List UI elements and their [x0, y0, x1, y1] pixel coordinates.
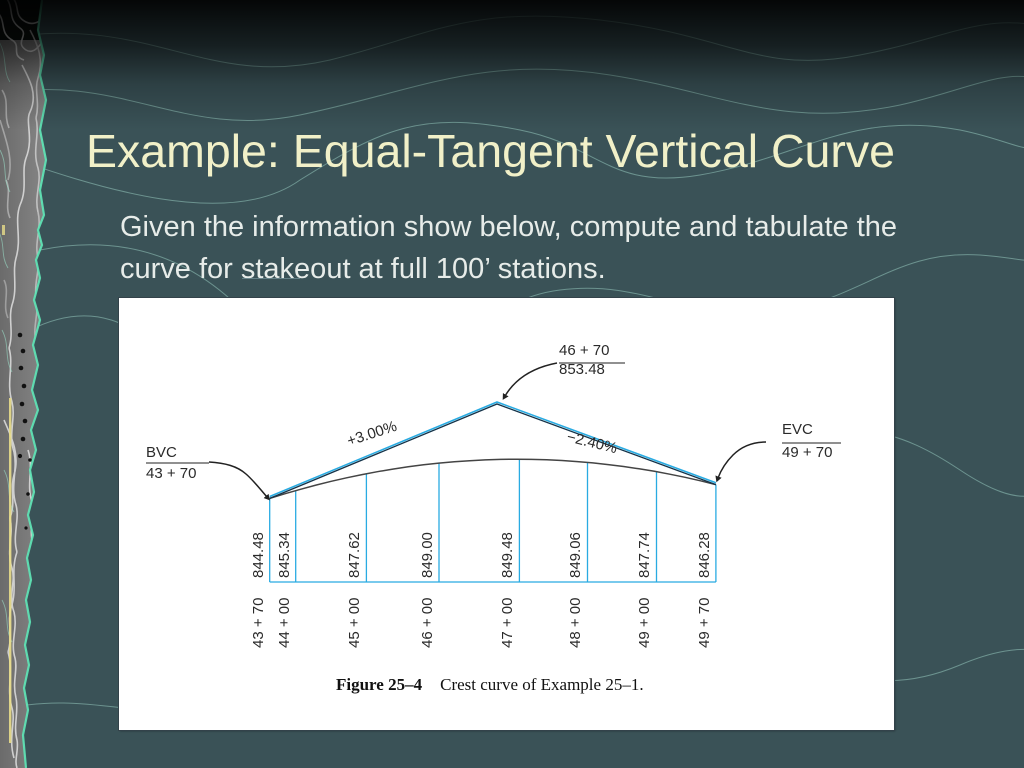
- svg-text:+3.00%: +3.00%: [345, 418, 399, 450]
- svg-text:43 + 70: 43 + 70: [146, 465, 196, 482]
- svg-text:48 + 00: 48 + 00: [567, 598, 584, 648]
- svg-text:45 + 00: 45 + 00: [346, 598, 363, 648]
- svg-text:853.48: 853.48: [559, 361, 605, 378]
- svg-text:EVC: EVC: [782, 421, 813, 438]
- svg-text:849.00: 849.00: [419, 532, 436, 578]
- svg-text:49 + 70: 49 + 70: [782, 444, 832, 461]
- svg-text:849.06: 849.06: [567, 532, 584, 578]
- svg-text:46 + 70: 46 + 70: [559, 342, 609, 359]
- svg-text:−2.40%: −2.40%: [565, 428, 619, 457]
- svg-text:847.62: 847.62: [346, 532, 363, 578]
- svg-text:43 + 70: 43 + 70: [250, 598, 267, 648]
- svg-text:49 + 00: 49 + 00: [636, 598, 653, 648]
- svg-text:845.34: 845.34: [276, 532, 293, 578]
- svg-text:849.48: 849.48: [499, 532, 516, 578]
- svg-text:846.28: 846.28: [696, 532, 713, 578]
- svg-text:847.74: 847.74: [636, 532, 653, 578]
- svg-text:44 + 00: 44 + 00: [276, 598, 293, 648]
- svg-text:844.48: 844.48: [250, 532, 267, 578]
- svg-text:BVC: BVC: [146, 444, 177, 461]
- svg-text:46 + 00: 46 + 00: [419, 598, 436, 648]
- svg-text:47 + 00: 47 + 00: [499, 598, 516, 648]
- svg-text:49 + 70: 49 + 70: [696, 598, 713, 648]
